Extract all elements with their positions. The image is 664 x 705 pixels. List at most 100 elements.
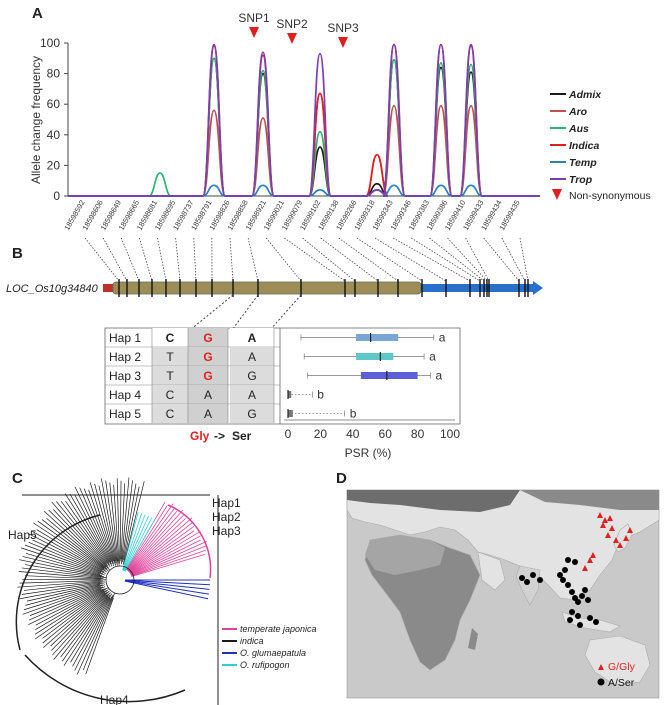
tree-branch (119, 480, 122, 562)
cell-bg (188, 347, 228, 366)
tree-branch (116, 478, 120, 564)
map-marker-aser (593, 619, 599, 625)
map-marker-ggly (587, 557, 593, 563)
map-marker-aser (572, 559, 578, 565)
tree-branch (74, 596, 112, 671)
tree-branch (35, 588, 106, 630)
map-north-africa (365, 535, 445, 575)
tree-branch (64, 493, 110, 563)
map-marker-ggly (609, 525, 615, 531)
tree-branch (129, 521, 194, 573)
position-connector (483, 237, 520, 282)
tree-branch (121, 477, 130, 565)
tree-branch (88, 489, 114, 562)
position-labels: 1859859218598606185986491859866518598681… (62, 199, 529, 282)
hap-cell: G (203, 350, 212, 364)
mutation-to: Ser (232, 429, 252, 443)
cell-bg (230, 347, 274, 366)
tree-branch (60, 592, 111, 658)
tree-branch (128, 513, 185, 572)
legend-ggly-label: G/Gly (608, 661, 636, 673)
position-connector (374, 237, 447, 282)
y-tick-label: 0 (53, 189, 60, 203)
map-marker-aser (565, 557, 571, 563)
tree-branch (29, 586, 104, 616)
legend-label-rufi: O. rufipogon (240, 660, 290, 670)
series-group (68, 43, 540, 197)
hap-row-label: Hap 5 (109, 407, 141, 421)
legend-label-admix: Admix (568, 89, 602, 101)
legend-label-temp: Temp (569, 157, 597, 169)
tree-branch (121, 480, 133, 562)
tree-branch (129, 526, 194, 574)
hap-cell: C (166, 388, 175, 402)
cell-bg (152, 366, 188, 385)
legend-nonsyn-marker (552, 189, 562, 200)
hap-cell: A (248, 388, 256, 402)
snp1-label: SNP1 (238, 11, 270, 25)
hap-cell: A (204, 407, 212, 421)
table-frame (104, 327, 461, 425)
legend-aser-marker (597, 678, 605, 686)
tree-branch (33, 522, 106, 571)
tree-branch (52, 509, 109, 569)
tree-branch (22, 586, 101, 615)
tree-branch (130, 539, 201, 576)
psr-group-letter: a (436, 369, 443, 383)
psr-group-letter: b (317, 388, 324, 402)
position-connector (247, 237, 259, 282)
tree-branch (48, 509, 110, 571)
y-tick-label: 40 (47, 128, 61, 142)
map-marker-aser (524, 579, 530, 585)
tree-branch (123, 514, 146, 571)
hap-connector-2 (231, 294, 259, 331)
psr-tick-label: 100 (440, 427, 460, 441)
cell-bg (152, 385, 188, 404)
map-marker-aser (565, 582, 571, 588)
hap5-label: Hap5 (8, 528, 37, 542)
snp2-label: SNP2 (276, 17, 308, 31)
tree-branch (32, 539, 106, 574)
tree-branch (124, 580, 209, 600)
tree-branch (42, 589, 107, 639)
tree-branch (123, 515, 149, 572)
map-marker-ggly (590, 552, 596, 558)
tree-branch (53, 593, 109, 660)
tree-branch (41, 519, 109, 572)
map-marker-ggly (600, 522, 606, 528)
tree-branch (52, 594, 107, 656)
tree-branch (122, 512, 139, 571)
hap-cell: A (248, 350, 256, 364)
cell-bg (230, 366, 274, 385)
tree-branch (20, 547, 105, 576)
tree-branch (24, 564, 107, 579)
y-tick-label: 60 (47, 97, 61, 111)
map-marker-aser (569, 589, 575, 595)
tree-branch (109, 482, 119, 562)
position-connector (102, 237, 128, 282)
map-marker-ggly (617, 542, 623, 548)
y-axis-label: Allele change frequency (29, 56, 43, 184)
tree-branch (56, 501, 108, 564)
map-marker-aser (537, 577, 543, 583)
tree-branch (131, 549, 207, 577)
hap-cell: G (247, 407, 256, 421)
panel-b-letter: B (12, 245, 23, 262)
map-marker-ggly (607, 515, 613, 521)
tree-branch (19, 580, 103, 584)
tree-branch (98, 485, 117, 562)
map-madagascar (468, 628, 478, 650)
world-map: G/Gly A/Ser (346, 489, 660, 699)
map-marker-ggly (605, 532, 611, 538)
legend-label-trop: Trop (569, 174, 593, 186)
tree-branch (23, 581, 101, 591)
hap1-label: Hap1 (212, 496, 241, 510)
hap-row-label: Hap 4 (109, 388, 141, 402)
tree-branch (127, 509, 184, 572)
gene-cds (112, 281, 422, 295)
cell-bg (188, 385, 228, 404)
gene-name: LOC_Os10g34840 (6, 283, 99, 295)
mutation-from: Gly (190, 429, 210, 443)
